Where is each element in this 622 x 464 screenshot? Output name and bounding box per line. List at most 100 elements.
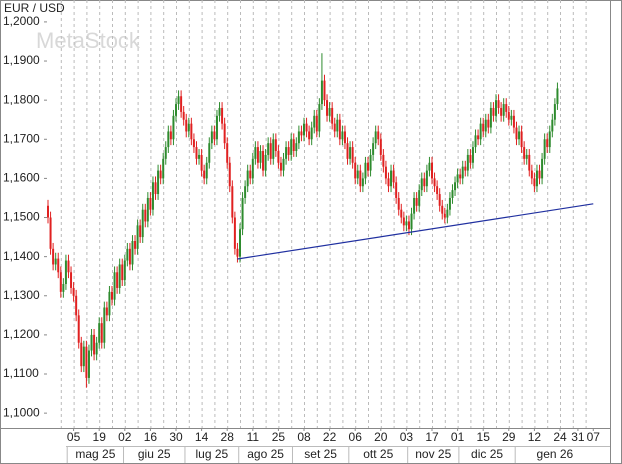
x-tick-label: 16 xyxy=(144,430,158,444)
candle-body xyxy=(149,197,152,210)
candle-body xyxy=(400,209,403,218)
y-tick-label: 1,1400 xyxy=(3,249,40,263)
candle-body xyxy=(180,96,183,112)
candle-body xyxy=(126,248,129,261)
candle-body xyxy=(213,131,216,140)
candle-body xyxy=(351,147,354,163)
candle-body xyxy=(100,323,103,343)
watermark: MetaStock xyxy=(36,28,141,53)
candle-body xyxy=(341,131,344,140)
candle-body xyxy=(415,197,418,206)
y-tick-label: 1,1100 xyxy=(3,366,39,380)
candle-body xyxy=(274,139,277,152)
x-tick-label: 19 xyxy=(93,430,107,444)
candle-body xyxy=(374,131,377,144)
candle-body xyxy=(157,170,160,195)
candle-body xyxy=(105,307,108,316)
candle-body xyxy=(546,139,549,148)
candle-body xyxy=(346,143,349,159)
chart-title: EUR / USD xyxy=(4,1,65,15)
candle-body xyxy=(90,334,93,351)
candle-body xyxy=(479,123,482,140)
candle-body xyxy=(530,170,533,179)
candle-body xyxy=(443,213,446,218)
candle-body xyxy=(67,260,70,273)
month-label: ago 25 xyxy=(247,447,284,461)
candle-body xyxy=(331,107,334,124)
candle-body xyxy=(528,154,531,171)
candle-body xyxy=(474,135,477,148)
candle-body xyxy=(141,209,144,238)
candle-body xyxy=(500,107,503,116)
candle-body xyxy=(372,143,375,155)
candle-body xyxy=(121,264,124,281)
candle-body xyxy=(108,291,111,316)
x-tick-label: 22 xyxy=(323,430,337,444)
candle-body xyxy=(390,170,393,187)
y-tick-label: 1,1200 xyxy=(3,327,40,341)
candle-body xyxy=(384,166,387,179)
candle-body xyxy=(425,170,428,187)
candle-body xyxy=(418,190,421,206)
candle-body xyxy=(190,123,193,140)
candle-body xyxy=(226,143,229,163)
candle-body xyxy=(338,119,341,140)
candle-body xyxy=(515,127,518,140)
candle-body xyxy=(423,178,426,187)
candle-body xyxy=(98,323,101,343)
candle-body xyxy=(118,264,121,288)
x-tick-label: 25 xyxy=(272,430,286,444)
month-label: giu 25 xyxy=(138,447,171,461)
candle-body xyxy=(431,162,433,179)
candle-body xyxy=(428,162,431,171)
x-tick-label: 15 xyxy=(477,430,491,444)
candle-body xyxy=(451,190,454,198)
month-label: set 25 xyxy=(304,447,337,461)
x-tick-label: 28 xyxy=(221,430,235,444)
candle-body xyxy=(195,147,198,159)
candle-body xyxy=(313,115,316,128)
y-tick-label: 1,1000 xyxy=(3,405,40,419)
candle-body xyxy=(502,104,505,116)
candle-body xyxy=(208,143,211,163)
month-label: gen 26 xyxy=(537,447,574,461)
candle-body xyxy=(318,104,321,132)
candle-body xyxy=(192,139,195,148)
candle-body xyxy=(111,291,113,300)
candle-body xyxy=(203,170,206,179)
candle-body xyxy=(164,147,167,159)
candle-body xyxy=(303,123,305,136)
candle-body xyxy=(492,107,495,116)
candle-body xyxy=(461,166,464,179)
candle-body xyxy=(244,186,247,198)
candle-body xyxy=(477,135,480,140)
candle-body xyxy=(85,346,88,378)
candle-body xyxy=(369,154,372,171)
candle-body xyxy=(459,174,462,179)
candle-body xyxy=(87,350,90,378)
candle-body xyxy=(123,260,126,281)
candle-body xyxy=(175,104,177,116)
candle-body xyxy=(471,147,474,163)
candle-body xyxy=(413,197,416,214)
x-tick-label: 02 xyxy=(118,430,132,444)
x-tick-label: 01 xyxy=(451,430,465,444)
x-tick-label: 14 xyxy=(195,430,209,444)
candle-body xyxy=(272,139,275,159)
candle-body xyxy=(231,186,234,218)
candle-body xyxy=(310,127,313,140)
candle-body xyxy=(420,178,423,191)
candle-body xyxy=(464,166,467,171)
x-tick-label: 30 xyxy=(169,430,183,444)
candle-body xyxy=(364,162,367,179)
y-tick-label: 1,1700 xyxy=(3,131,40,145)
candle-body xyxy=(489,107,492,128)
candle-body xyxy=(93,334,96,355)
candle-body xyxy=(103,307,106,343)
candle-body xyxy=(551,119,554,132)
candle-body xyxy=(134,240,137,249)
candle-body xyxy=(510,115,513,120)
candle-body xyxy=(482,123,485,132)
candle-body xyxy=(535,170,538,187)
